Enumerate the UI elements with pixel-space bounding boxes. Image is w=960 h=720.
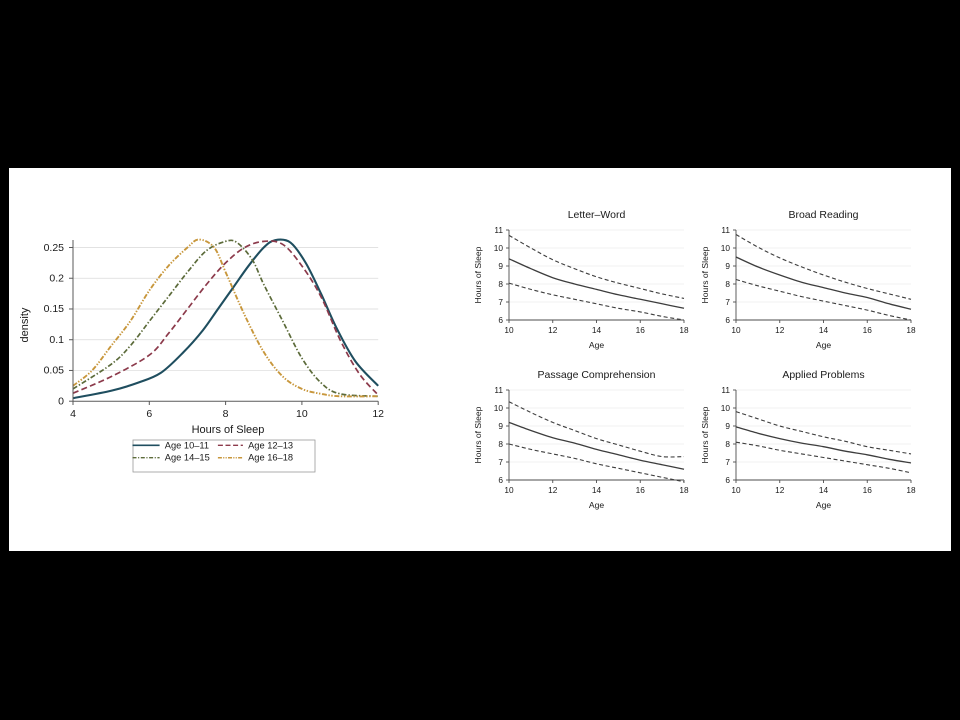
svg-text:8: 8 <box>498 439 503 449</box>
svg-text:9: 9 <box>498 421 503 431</box>
svg-text:10: 10 <box>504 485 514 495</box>
svg-text:18: 18 <box>679 325 689 335</box>
svg-text:Age: Age <box>816 500 832 510</box>
svg-text:18: 18 <box>906 325 916 335</box>
svg-text:10: 10 <box>721 243 731 253</box>
svg-text:11: 11 <box>721 385 730 395</box>
svg-text:12: 12 <box>548 325 558 335</box>
svg-text:10: 10 <box>504 325 514 335</box>
svg-text:14: 14 <box>819 325 829 335</box>
svg-text:Age: Age <box>816 340 832 350</box>
svg-text:10: 10 <box>494 243 504 253</box>
svg-text:9: 9 <box>725 261 730 271</box>
svg-text:18: 18 <box>906 485 916 495</box>
svg-text:18: 18 <box>679 485 689 495</box>
svg-text:11: 11 <box>494 225 503 235</box>
svg-text:Hours of Sleep: Hours of Sleep <box>700 406 710 463</box>
svg-text:10: 10 <box>731 325 741 335</box>
svg-text:Hours of Sleep: Hours of Sleep <box>473 406 483 463</box>
svg-text:16: 16 <box>863 325 873 335</box>
svg-text:9: 9 <box>725 421 730 431</box>
svg-text:14: 14 <box>819 485 829 495</box>
svg-text:Hours of Sleep: Hours of Sleep <box>473 246 483 303</box>
svg-text:8: 8 <box>725 439 730 449</box>
svg-text:10: 10 <box>721 403 731 413</box>
svg-text:Broad Reading: Broad Reading <box>788 209 858 221</box>
svg-text:Letter–Word: Letter–Word <box>568 209 626 221</box>
svg-text:8: 8 <box>725 279 730 289</box>
svg-text:7: 7 <box>725 297 730 307</box>
svg-text:7: 7 <box>498 457 503 467</box>
svg-text:16: 16 <box>636 485 646 495</box>
svg-text:Age: Age <box>589 500 605 510</box>
svg-text:16: 16 <box>863 485 873 495</box>
svg-text:12: 12 <box>775 325 785 335</box>
svg-text:10: 10 <box>494 403 504 413</box>
svg-text:6: 6 <box>725 475 730 485</box>
svg-text:6: 6 <box>498 315 503 325</box>
svg-text:Hours of Sleep: Hours of Sleep <box>700 246 710 303</box>
svg-text:11: 11 <box>721 225 730 235</box>
svg-text:16: 16 <box>636 325 646 335</box>
svg-text:Age: Age <box>589 340 605 350</box>
svg-text:14: 14 <box>592 485 602 495</box>
svg-text:12: 12 <box>775 485 785 495</box>
svg-text:Passage Comprehension: Passage Comprehension <box>538 369 656 381</box>
svg-text:12: 12 <box>548 485 558 495</box>
svg-text:11: 11 <box>494 385 503 395</box>
svg-text:7: 7 <box>498 297 503 307</box>
svg-text:6: 6 <box>498 475 503 485</box>
svg-text:10: 10 <box>731 485 741 495</box>
svg-text:Applied Problems: Applied Problems <box>782 369 864 381</box>
svg-text:14: 14 <box>592 325 602 335</box>
svg-text:7: 7 <box>725 457 730 467</box>
svg-text:9: 9 <box>498 261 503 271</box>
svg-text:8: 8 <box>498 279 503 289</box>
svg-text:6: 6 <box>725 315 730 325</box>
